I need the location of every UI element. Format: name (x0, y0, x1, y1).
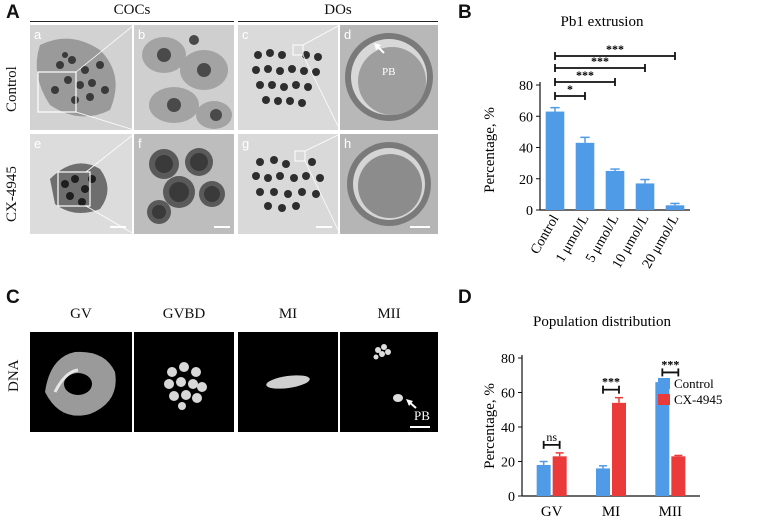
row-label-control: Control (4, 66, 20, 112)
chart-d-category-label: MI (602, 504, 620, 520)
stage-label-gvbd: GVBD (162, 306, 206, 322)
panel-c-letter: C (6, 287, 20, 308)
micrograph-b-control-cocs-zoom: b (134, 25, 234, 130)
cocs-header: COCs (113, 2, 151, 18)
chart-b-bar (575, 142, 595, 210)
chart-d-category-label: MII (659, 504, 682, 520)
stage-label-mii: MII (377, 306, 401, 322)
panel-a-letter: A (6, 2, 20, 23)
dna-image-gvbd (134, 332, 234, 432)
dos-header-line (238, 21, 438, 22)
micrograph-d-control-oocyte: PB d (340, 25, 438, 130)
row-label-cx4945: CX-4945 (4, 166, 20, 222)
chart-d-bar (596, 468, 610, 496)
pb-label-c: PB (414, 408, 430, 423)
chart-b-title: Pb1 extrusion (561, 14, 644, 30)
sub-letter-h: h (344, 136, 351, 151)
chart-d-bar (536, 464, 551, 496)
chart-d-ylabel: Percentage, % (482, 383, 498, 469)
chart-b-y-tick-label: 0 (526, 204, 533, 219)
chart-d-y-tick-label: 60 (501, 387, 515, 402)
chart-b-sig-label: * (567, 82, 573, 96)
chart-pb1-extrusion: Pb1 extrusion Percentage, % 020406080Con… (482, 14, 690, 271)
micrograph-h-cx-oocyte: h (340, 134, 438, 234)
cocs-header-line (30, 21, 234, 22)
chart-d-legend-swatch (658, 378, 670, 389)
chart-d-legend-label: CX-4945 (674, 392, 722, 407)
chart-b-sig-label: *** (606, 42, 624, 56)
chart-d-y-tick-label: 40 (501, 421, 515, 436)
dna-image-gv (30, 332, 132, 432)
chart-b-y-tick-label: 80 (519, 79, 533, 94)
micrograph-e-cx-cocs: e (30, 134, 132, 234)
micrograph-f-cx-cocs-zoom: f (134, 134, 234, 234)
chart-b-sig-label: *** (591, 54, 609, 68)
sub-letter-e: e (34, 136, 41, 151)
stage-label-mi: MI (278, 306, 298, 322)
chart-b-ylabel: Percentage, % (482, 107, 498, 193)
chart-d-title: Population distribution (533, 314, 671, 330)
stage-label-gv: GV (70, 306, 92, 322)
chart-b-y-tick-label: 60 (519, 110, 533, 125)
chart-d-legend-swatch (658, 394, 670, 405)
dna-image-mii: PB (340, 332, 438, 432)
chart-d-sig-label: *** (661, 357, 679, 371)
sub-letter-g: g (242, 136, 249, 151)
pb-label-a: PB (382, 66, 395, 78)
chart-d-bar (655, 382, 670, 496)
sub-letter-a: a (34, 27, 42, 42)
dos-header: DOs (324, 2, 352, 18)
panel-d-letter: D (458, 287, 472, 308)
chart-d-sig-label: ns (546, 430, 557, 444)
chart-d-sig-label: *** (602, 375, 620, 389)
chart-d-bar (612, 402, 626, 496)
chart-population-distribution: Population distribution Percentage, % 0 2… (482, 314, 722, 520)
panel-b-letter: B (458, 2, 472, 23)
sub-letter-f: f (138, 136, 142, 151)
chart-d-category-label: GV (541, 504, 563, 520)
micrograph-g-cx-dos: g (238, 134, 338, 234)
chart-b-bar (665, 205, 685, 210)
chart-d-y-tick-label: 20 (501, 456, 515, 471)
chart-b-sig-label: *** (576, 68, 594, 82)
chart-d-legend-label: Control (674, 376, 714, 391)
sub-letter-c: c (242, 27, 249, 42)
chart-b-bar (635, 183, 655, 210)
chart-b-bar (545, 111, 565, 210)
micrograph-a-control-cocs: a (30, 25, 132, 130)
micrograph-c-control-dos: c (238, 25, 338, 130)
chart-d-y-tick-label: 0 (508, 490, 515, 505)
chart-b-y-tick-label: 20 (519, 173, 533, 188)
dna-image-mi (238, 332, 338, 432)
row-label-dna: DNA (6, 359, 22, 393)
chart-d-y-tick-label: 80 (501, 352, 515, 367)
sub-letter-d: d (344, 27, 351, 42)
chart-d-bar (552, 456, 567, 496)
chart-b-y-tick-label: 40 (519, 142, 533, 157)
chart-b-bar (605, 170, 625, 210)
chart-d-bar (671, 456, 686, 496)
sub-letter-b: b (138, 27, 145, 42)
